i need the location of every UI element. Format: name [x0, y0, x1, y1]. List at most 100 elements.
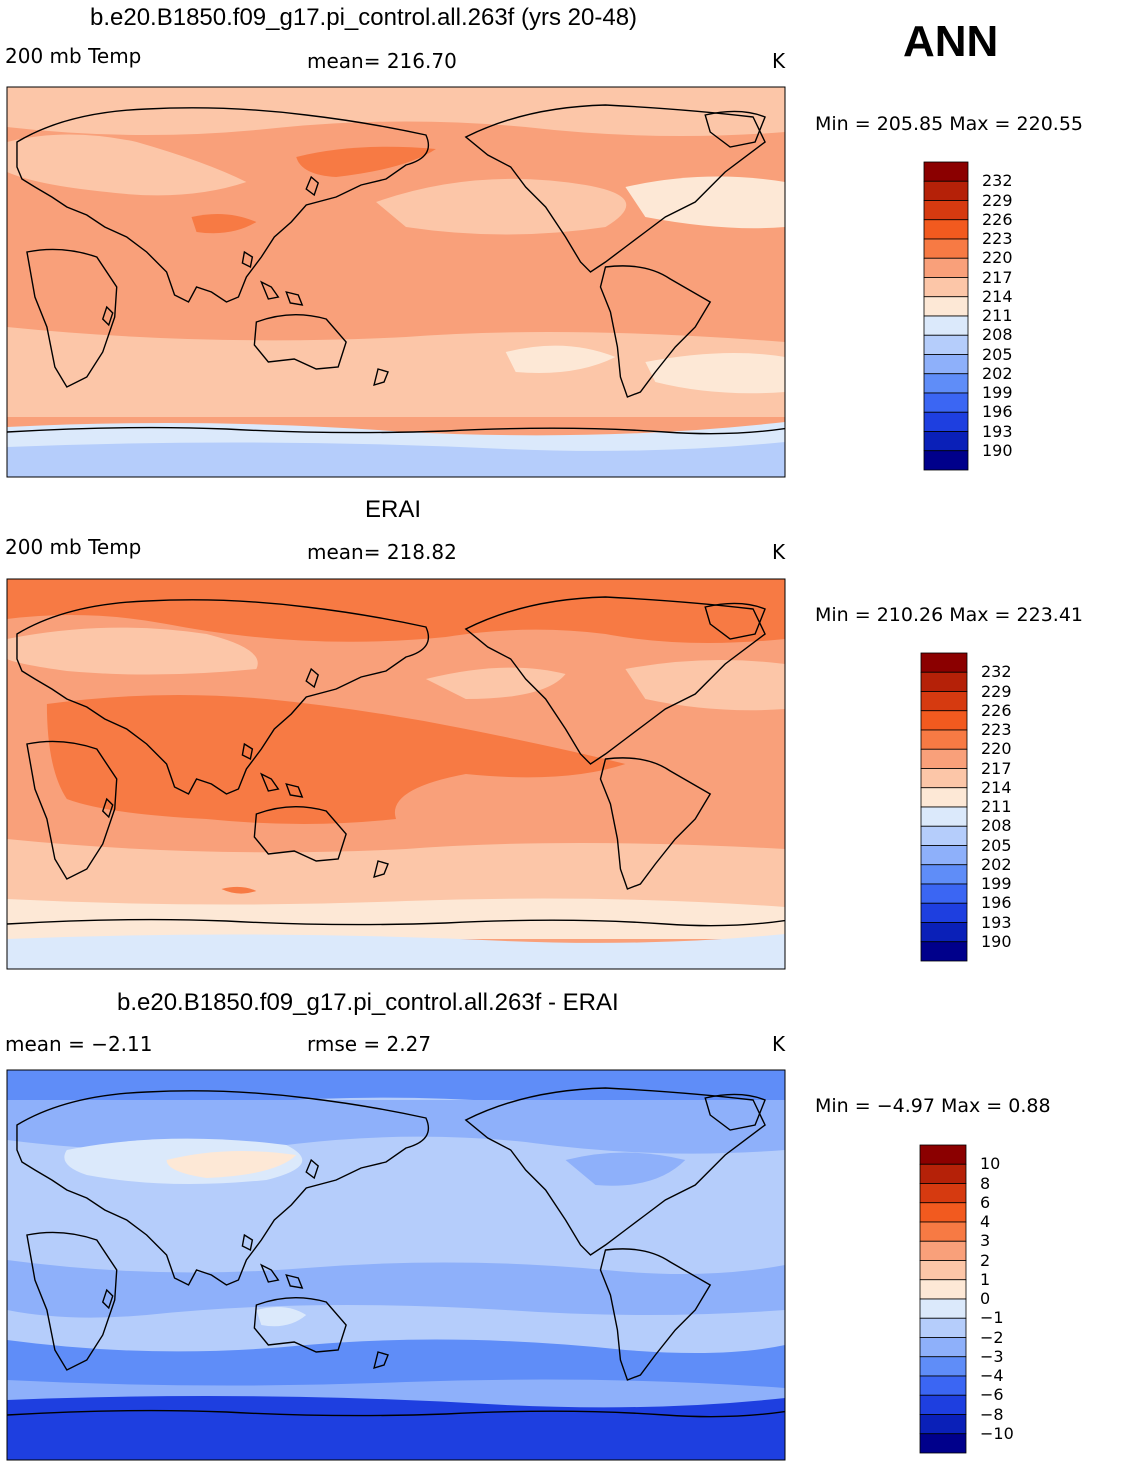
panel1-mean-label: mean= 216.70	[307, 49, 457, 73]
colorbar-1-label: 202	[982, 363, 1013, 383]
map-diff-field	[7, 1070, 785, 1460]
colorbar-2-swatch-7	[920, 768, 968, 789]
panel3-minmax-label: Min = −4.97 Max = 0.88	[815, 1095, 1051, 1117]
colorbar-1	[923, 161, 969, 471]
colorbar-1-label: 208	[982, 325, 1013, 345]
colorbar-1-label: 190	[982, 440, 1013, 460]
colorbar-3-label: −6	[980, 1385, 1004, 1405]
colorbar-1-label: 205	[982, 344, 1013, 364]
colorbar-3-label: 1	[980, 1269, 991, 1289]
colorbar-3-swatch-6	[919, 1240, 967, 1261]
colorbar-3-label: 10	[980, 1154, 1001, 1174]
panel3-units-label: K	[772, 1032, 786, 1056]
model-contour-region-4	[376, 178, 627, 235]
map-model-field	[7, 87, 785, 477]
colorbar-1-label: 193	[982, 421, 1013, 441]
colorbar-3-swatch-3	[919, 1183, 967, 1204]
colorbar-1-label: 220	[982, 248, 1013, 268]
panel1-minmax-label: Min = 205.85 Max = 220.55	[815, 113, 1083, 135]
obs-contour-region-8	[7, 898, 785, 939]
colorbar-2-label: 217	[981, 758, 1012, 778]
panel1-variable-label: 200 mb Temp	[5, 44, 142, 68]
diff-contour-region-6	[565, 1152, 686, 1186]
diff-contour-region-5	[166, 1151, 297, 1178]
colorbar-3-swatch-12	[919, 1356, 967, 1377]
colorbar-3-label: 4	[980, 1212, 991, 1231]
colorbar-3-swatch-10	[919, 1317, 967, 1338]
obs-contour-region-7	[7, 839, 785, 909]
colorbar-2-label: 214	[981, 777, 1012, 797]
colorbar-3-label: 2	[980, 1250, 991, 1270]
colorbar-2-label: 232	[981, 662, 1012, 682]
panel3-rmse-label: rmse = 2.27	[307, 1032, 432, 1056]
colorbar-3-label: −4	[980, 1366, 1004, 1385]
obs-contour-region-3	[7, 627, 258, 675]
season-label: ANN	[903, 17, 999, 66]
colorbar-1-label: 196	[982, 402, 1013, 422]
colorbar-2-swatch-12	[920, 864, 968, 885]
colorbar-3-swatch-15	[919, 1414, 967, 1435]
map-panel-3	[7, 1070, 785, 1460]
colorbar-2-swatch-10	[920, 825, 968, 846]
panel2-units-label: K	[772, 540, 786, 564]
panel2-variable-label: 200 mb Temp	[5, 535, 142, 559]
model-contour-region-10	[645, 353, 785, 394]
colorbar-2-label: 211	[981, 797, 1012, 816]
colorbar-3-swatch-2	[919, 1163, 967, 1184]
model-contour-region-12	[7, 442, 785, 477]
colorbar-2-swatch-1	[920, 652, 968, 673]
colorbar-1-label: 226	[982, 209, 1013, 229]
colorbar-1-swatch-14	[923, 411, 969, 432]
colorbar-3-label: 0	[980, 1289, 991, 1308]
colorbar-3-swatch-1	[919, 1144, 967, 1165]
map-frame-1	[6, 86, 786, 478]
colorbar-3-swatch-11	[919, 1337, 967, 1358]
colorbar-1-swatch-3	[923, 200, 969, 221]
colorbar-3-label: 8	[980, 1173, 991, 1193]
colorbar-3-label: −10	[980, 1423, 1014, 1443]
colorbar-3-swatch-16	[919, 1433, 967, 1454]
colorbar-1-swatch-9	[923, 315, 969, 336]
colorbar-1-swatch-12	[923, 373, 969, 394]
colorbar-1-label: 199	[982, 383, 1013, 402]
model-contour-region-5	[625, 176, 785, 229]
colorbar-2-label: 196	[981, 893, 1012, 913]
colorbar-1-label: 214	[982, 286, 1013, 306]
obs-contour-region-6	[46, 695, 626, 824]
colorbar-2-swatch-4	[920, 710, 968, 731]
colorbar-3-label: 6	[980, 1192, 991, 1212]
panel3-title: b.e20.B1850.f09_g17.pi_control.all.263f …	[117, 989, 619, 1016]
colorbar-3-label: −3	[980, 1346, 1004, 1366]
colorbar-3-label: −2	[980, 1327, 1004, 1347]
colorbar-3-swatch-9	[919, 1298, 967, 1319]
colorbar-2-label: 208	[981, 816, 1012, 836]
diff-contour-region-11	[256, 1306, 307, 1327]
colorbar-2-swatch-2	[920, 671, 968, 692]
colorbar-2-swatch-3	[920, 691, 968, 712]
colorbar-3-swatch-8	[919, 1279, 967, 1300]
colorbar-3-swatch-14	[919, 1394, 967, 1415]
colorbar-1-swatch-10	[923, 334, 969, 355]
colorbar-3-swatch-4	[919, 1202, 967, 1223]
colorbar-1-swatch-13	[923, 392, 969, 413]
colorbar-2-label: 226	[981, 700, 1012, 720]
panel2-mean-label: mean= 218.82	[307, 540, 457, 564]
colorbar-1-swatch-11	[923, 354, 969, 375]
colorbar-3	[919, 1144, 967, 1454]
colorbar-1-label: 223	[982, 229, 1013, 248]
colorbar-1-swatch-15	[923, 431, 969, 452]
diff-contour-region-7	[7, 1260, 785, 1318]
panel1-title: b.e20.B1850.f09_g17.pi_control.all.263f …	[90, 4, 638, 31]
obs-contour-region-4	[425, 667, 566, 699]
map-frame-3	[6, 1069, 786, 1461]
map-panel-2	[7, 579, 785, 969]
diff-contour-region-2	[7, 1070, 785, 1110]
colorbar-1-swatch-8	[923, 296, 969, 317]
colorbar-2-swatch-9	[920, 806, 968, 827]
colorbar-2-label: 202	[981, 854, 1012, 874]
colorbar-1-swatch-2	[923, 180, 969, 201]
model-contour-region-3	[7, 134, 247, 196]
colorbar-3-swatch-7	[919, 1260, 967, 1281]
diff-contour-region-8	[7, 1339, 785, 1390]
